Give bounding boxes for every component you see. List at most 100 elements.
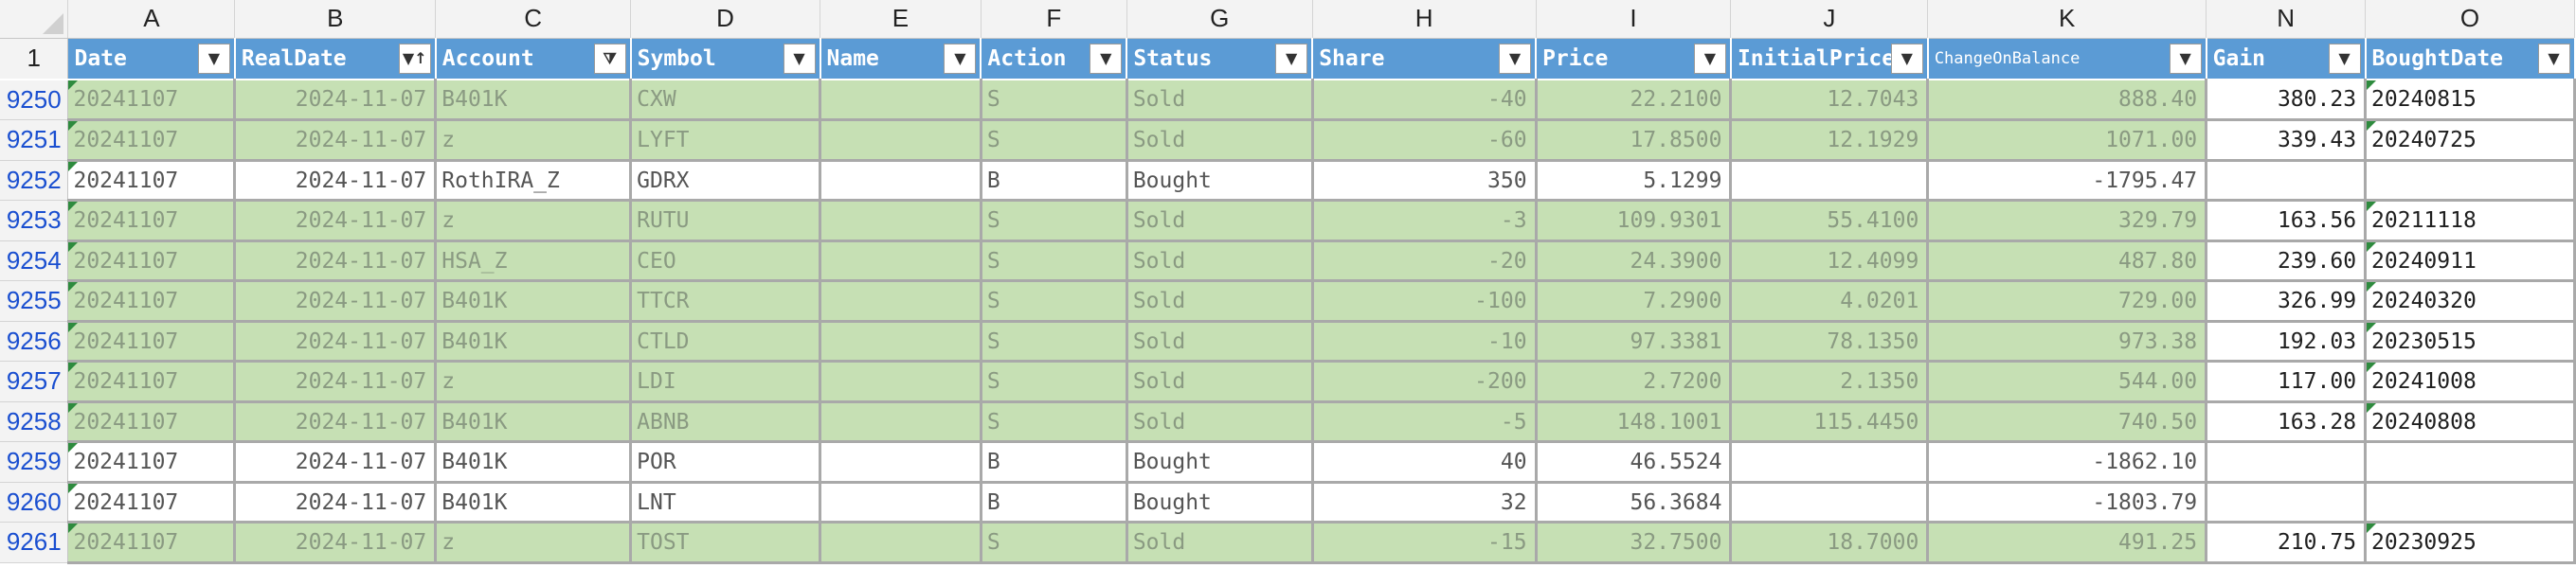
table-row[interactable]: 9261 20241107 2024-11-07 z TOST S Sold -15 32.75… (0, 522, 2576, 564)
filter-dropdown-icon[interactable]: ▼ (1090, 43, 1123, 74)
cell-gain[interactable] (2206, 441, 2368, 484)
column-letter[interactable]: O (2365, 0, 2575, 39)
cell-action[interactable]: B (981, 482, 1128, 524)
row-number[interactable]: 9252 (0, 160, 69, 201)
cell-boughtdate[interactable]: 20230515 (2365, 321, 2576, 363)
row-number[interactable]: 9250 (0, 80, 69, 120)
filter-dropdown-icon[interactable]: ▼ (1693, 43, 1726, 74)
cell-boughtdate[interactable]: 20240725 (2365, 119, 2576, 162)
column-letter[interactable]: B (234, 0, 437, 39)
cell-gain[interactable]: 117.00 (2206, 361, 2368, 403)
table-row[interactable]: 9257 20241107 2024-11-07 z LDI S Sold -200 2.720… (0, 361, 2576, 403)
cell-status[interactable]: Sold (1126, 401, 1314, 443)
cell-symbol[interactable]: CTLD (630, 321, 821, 363)
cell-share[interactable]: -60 (1312, 119, 1538, 162)
cell-status[interactable]: Sold (1126, 80, 1314, 121)
cell-price[interactable]: 97.3381 (1536, 321, 1733, 363)
column-letter[interactable]: G (1126, 0, 1313, 39)
cell-symbol[interactable]: CEO (630, 240, 821, 282)
cell-realdate[interactable]: 2024-11-07 (234, 482, 438, 524)
cell-share[interactable]: -20 (1312, 240, 1538, 282)
column-letter[interactable]: D (630, 0, 820, 39)
cell-action[interactable]: S (981, 119, 1128, 162)
header-cell-price[interactable]: Price ▼ (1536, 38, 1732, 80)
cell-share[interactable]: -3 (1312, 200, 1538, 242)
cell-share[interactable]: 32 (1312, 482, 1538, 524)
cell-symbol[interactable]: LYFT (630, 119, 821, 162)
cell-share[interactable]: 350 (1312, 160, 1538, 202)
filter-dropdown-icon[interactable]: ▼ (944, 43, 977, 74)
cell-realdate[interactable]: 2024-11-07 (234, 441, 438, 484)
cell-price[interactable]: 7.2900 (1536, 280, 1733, 323)
header-cell-changeonbalance[interactable]: ChangeOnBalance ▼ (1927, 38, 2207, 80)
cell-action[interactable]: B (981, 160, 1128, 202)
cell-date[interactable]: 20241107 (67, 441, 237, 484)
cell-price[interactable]: 17.8500 (1536, 119, 1733, 162)
cell-changeonbalance[interactable]: 729.00 (1927, 280, 2208, 323)
filter-dropdown-icon[interactable]: ▼ (783, 43, 816, 74)
cell-realdate[interactable]: 2024-11-07 (234, 361, 438, 403)
column-letter[interactable]: I (1536, 0, 1732, 39)
table-row[interactable]: 9260 20241107 2024-11-07 B401K LNT B Bought 32 5… (0, 482, 2576, 524)
cell-name[interactable] (820, 361, 982, 403)
cell-gain[interactable]: 239.60 (2206, 240, 2368, 282)
table-row[interactable]: 9255 20241107 2024-11-07 B401K TTCR S Sold -100… (0, 280, 2576, 323)
cell-action[interactable]: S (981, 240, 1128, 282)
cell-changeonbalance[interactable]: 487.80 (1927, 240, 2208, 282)
cell-boughtdate[interactable] (2365, 160, 2576, 202)
cell-changeonbalance[interactable]: 544.00 (1927, 361, 2208, 403)
cell-share[interactable]: -100 (1312, 280, 1538, 323)
header-cell-date[interactable]: Date ▼ (67, 38, 236, 80)
column-letter[interactable]: C (435, 0, 632, 39)
cell-action[interactable]: S (981, 321, 1128, 363)
table-row[interactable]: 9254 20241107 2024-11-07 HSA_Z CEO S Sold -20 24… (0, 240, 2576, 282)
cell-action[interactable]: S (981, 401, 1128, 443)
cell-symbol[interactable]: LDI (630, 361, 821, 403)
cell-gain[interactable]: 380.23 (2206, 80, 2368, 121)
sort-ascending-icon[interactable]: ▼↑ (398, 43, 431, 74)
cell-symbol[interactable]: TOST (630, 522, 821, 564)
table-row[interactable]: 9250 20241107 2024-11-07 B401K CXW S Sold -40 22… (0, 80, 2576, 121)
filter-dropdown-icon[interactable]: ▼ (197, 43, 230, 74)
cell-name[interactable] (820, 160, 982, 202)
cell-date[interactable]: 20241107 (67, 361, 237, 403)
cell-gain[interactable]: 163.56 (2206, 200, 2368, 242)
table-row[interactable]: 9253 20241107 2024-11-07 z RUTU S Sold -3 109.93… (0, 200, 2576, 242)
filter-dropdown-icon[interactable]: ▼ (1499, 43, 1532, 74)
column-letter[interactable]: N (2206, 0, 2367, 39)
row-number[interactable]: 9254 (0, 240, 69, 281)
cell-initialprice[interactable]: 78.1350 (1730, 321, 1930, 363)
cell-date[interactable]: 20241107 (67, 200, 237, 242)
cell-name[interactable] (820, 200, 982, 242)
cell-symbol[interactable]: LNT (630, 482, 821, 524)
cell-action[interactable]: B (981, 441, 1128, 484)
row-number[interactable]: 9255 (0, 280, 69, 322)
cell-changeonbalance[interactable]: -1795.47 (1927, 160, 2208, 202)
cell-initialprice[interactable]: 4.0201 (1730, 280, 1930, 323)
cell-changeonbalance[interactable]: -1803.79 (1927, 482, 2208, 524)
header-cell-boughtdate[interactable]: BoughtDate ▼ (2365, 38, 2576, 80)
filter-dropdown-icon[interactable]: ▼ (1275, 43, 1308, 74)
table-row[interactable]: 9259 20241107 2024-11-07 B401K POR B Bought 40 4… (0, 441, 2576, 484)
header-cell-symbol[interactable]: Symbol ▼ (630, 38, 821, 80)
cell-share[interactable]: -10 (1312, 321, 1538, 363)
cell-boughtdate[interactable]: 20230925 (2365, 522, 2576, 564)
filter-dropdown-icon[interactable]: ▼ (2328, 43, 2361, 74)
cell-name[interactable] (820, 119, 982, 162)
cell-symbol[interactable]: POR (630, 441, 821, 484)
cell-boughtdate[interactable] (2365, 441, 2576, 484)
cell-realdate[interactable]: 2024-11-07 (234, 401, 438, 443)
cell-status[interactable]: Bought (1126, 441, 1314, 484)
column-letter[interactable]: J (1730, 0, 1929, 39)
column-letter[interactable]: F (981, 0, 1127, 39)
cell-symbol[interactable]: GDRX (630, 160, 821, 202)
header-cell-initialprice[interactable]: InitialPrice ▼ (1730, 38, 1929, 80)
cell-realdate[interactable]: 2024-11-07 (234, 119, 438, 162)
cell-boughtdate[interactable]: 20211118 (2365, 200, 2576, 242)
cell-changeonbalance[interactable]: 491.25 (1927, 522, 2208, 564)
cell-changeonbalance[interactable]: 740.50 (1927, 401, 2208, 443)
header-cell-account[interactable]: Account ⧩ (435, 38, 632, 80)
cell-share[interactable]: -200 (1312, 361, 1538, 403)
cell-action[interactable]: S (981, 522, 1128, 564)
cell-status[interactable]: Bought (1126, 160, 1314, 202)
